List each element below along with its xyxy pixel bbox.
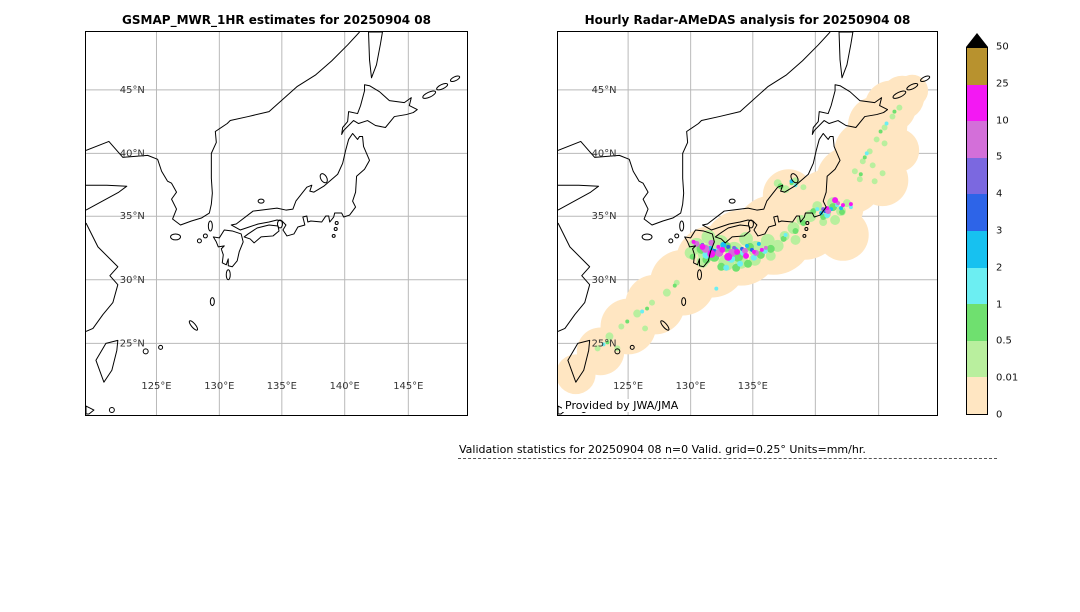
colorbar-tick-label: 0 [996, 409, 1003, 421]
tick-labels: 125°E 130°E 135°E 45°N 40°N 35°N 30°N 25°N [592, 85, 768, 392]
colorbar-tick-label: 1 [996, 299, 1003, 311]
svg-text:45°N: 45°N [120, 85, 145, 96]
colorbar-tick-label: 0.5 [996, 335, 1012, 347]
svg-text:135°E: 135°E [738, 381, 768, 392]
colorbar-tick-label: 5 [996, 151, 1003, 163]
colorbar-tick-label: 10 [996, 115, 1009, 127]
colorbar-tick-label: 3 [996, 225, 1003, 237]
tick-labels: 125°E 130°E 135°E 140°E 145°E 45°N 40°N 35°N 30°… [120, 85, 424, 392]
colorbar-segment [967, 304, 987, 341]
gsmap-map-panel: 125°E 130°E 135°E 140°E 145°E 45°N 40°N 35°N 30°… [85, 31, 468, 416]
colorbar-scale [966, 47, 988, 415]
precip-layer [558, 74, 929, 395]
colorbar-labels: 50 25 10 5 4 3 2 1 0.5 0.01 0 [996, 42, 1036, 421]
dashed-divider [458, 458, 997, 459]
colorbar-tick-label: 50 [996, 41, 1009, 53]
colorbar-segment [967, 230, 987, 268]
colorbar-tick-label: 4 [996, 188, 1003, 200]
colorbar-segment [967, 267, 987, 305]
up-arrow-icon [966, 33, 988, 47]
svg-text:25°N: 25°N [120, 338, 145, 349]
svg-text:135°E: 135°E [267, 381, 297, 392]
svg-text:30°N: 30°N [120, 275, 145, 286]
colorbar-tick-label: 2 [996, 262, 1003, 274]
svg-text:130°E: 130°E [204, 381, 234, 392]
colorbar: 50 25 10 5 4 3 2 1 0.5 0.01 0 [966, 33, 1038, 421]
svg-text:35°N: 35°N [592, 211, 617, 222]
colorbar-segment [967, 84, 987, 122]
left-panel-title: GSMAP_MWR_1HR estimates for 20250904 08 [122, 13, 431, 27]
validation-statistics-text: Validation statistics for 20250904 08 n=… [459, 443, 866, 456]
colorbar-segment [967, 194, 987, 231]
svg-text:45°N: 45°N [592, 85, 617, 96]
svg-text:130°E: 130°E [676, 381, 706, 392]
gsmap-map: 125°E 130°E 135°E 140°E 145°E 45°N 40°N 35°N 30°… [86, 32, 467, 415]
gridlines [86, 32, 467, 415]
svg-text:145°E: 145°E [393, 381, 423, 392]
colorbar-tick-label: 25 [996, 78, 1009, 90]
radar-amedas-map: 125°E 130°E 135°E 45°N 40°N 35°N 30°N 25°N [558, 32, 937, 415]
svg-text:25°N: 25°N [592, 338, 617, 349]
colorbar-segment [967, 377, 987, 414]
colorbar-segment [967, 48, 987, 85]
svg-text:140°E: 140°E [330, 381, 360, 392]
svg-text:40°N: 40°N [120, 148, 145, 159]
svg-text:40°N: 40°N [592, 148, 617, 159]
colorbar-segment [967, 157, 987, 195]
colorbar-segment [967, 121, 987, 158]
attribution-label: Provided by JWA/JMA [562, 399, 682, 412]
svg-text:125°E: 125°E [141, 381, 171, 392]
colorbar-segment [967, 340, 987, 378]
svg-text:35°N: 35°N [120, 211, 145, 222]
svg-text:30°N: 30°N [592, 275, 617, 286]
radar-amedas-map-panel: 125°E 130°E 135°E 45°N 40°N 35°N 30°N 25°N Prov… [557, 31, 938, 416]
svg-text:125°E: 125°E [613, 381, 643, 392]
right-panel-title: Hourly Radar-AMeDAS analysis for 2025090… [584, 13, 911, 27]
colorbar-tick-label: 0.01 [996, 372, 1019, 384]
